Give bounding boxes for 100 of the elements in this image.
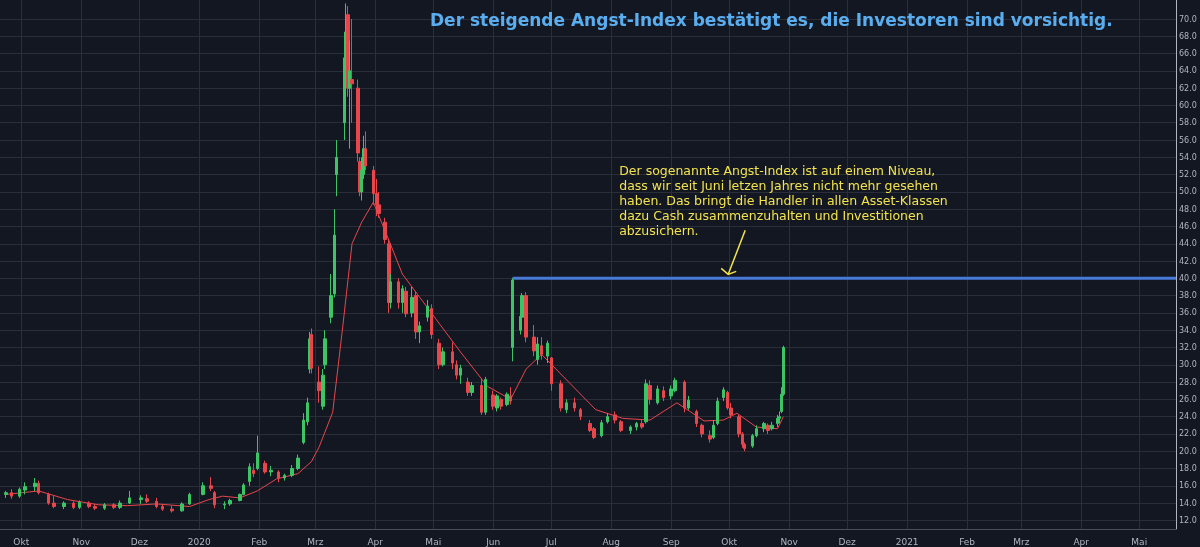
candlestick [296,454,300,471]
x-tick-label: Okt [721,536,738,547]
candlestick [78,499,81,510]
candlestick [662,385,665,402]
candlestick [629,424,632,435]
y-tick-label: 14.0 [1179,498,1197,508]
candlestick [573,397,576,412]
candlestick [223,500,226,510]
y-tick-label: 64.0 [1179,66,1197,76]
x-tick-label: Sep [662,536,680,547]
candlestick [540,336,543,361]
candlestick [700,423,704,438]
candlestick [335,139,338,197]
candlestick [283,473,286,482]
y-tick-label: 24.0 [1179,412,1197,422]
x-tick-label: Apr [1073,536,1090,547]
candlestick [484,376,487,416]
x-tick-label: Mai [1131,536,1148,547]
candlestick [708,429,712,444]
candlestick [644,378,648,425]
candlestick [656,385,659,406]
candlestick [640,419,644,430]
candlestick [766,423,770,435]
x-tick-label: Nov [72,536,91,547]
y-tick-label: 30.0 [1179,360,1197,370]
candlestick [290,464,294,478]
candlestick [495,393,499,412]
x-tick-label: Mrz [1013,536,1030,547]
candlestick [559,379,563,412]
candlestick [128,490,131,505]
candlestick [635,421,638,431]
candlestick [459,364,462,385]
candlestick [33,477,37,492]
candlestick [401,284,404,314]
candlestick [228,498,232,507]
x-tick-label: Mai [425,536,442,547]
x-tick-label: Jun [485,536,501,547]
y-tick-label: 46.0 [1179,221,1197,231]
candlestick [499,397,503,411]
candlestick [180,501,184,513]
candlestick [23,481,27,495]
candlestick [269,465,273,477]
y-tick-label: 20.0 [1179,446,1197,456]
candlestick [256,435,259,471]
x-tick-label: Jul [544,536,557,547]
candlestick [491,390,495,411]
y-tick-label: 26.0 [1179,394,1197,404]
y-tick-label: 12.0 [1179,515,1197,525]
y-tick-label: 50.0 [1179,187,1197,197]
candlestick [762,421,766,433]
candlestick [209,476,213,492]
candlestick [139,494,143,505]
x-tick-label: Nov [780,536,799,547]
candlestick [201,481,205,496]
candlestick [536,336,539,366]
candlestick [712,419,715,440]
y-tick-label: 58.0 [1179,118,1197,128]
candlestick [613,410,617,425]
y-tick-label: 22.0 [1179,429,1197,439]
y-tick-label: 40.0 [1179,273,1197,283]
candlestick [414,290,418,340]
x-tick-label: Apr [367,536,384,547]
candlestick [509,386,512,406]
candlestick [430,303,433,340]
candlestick [426,299,429,323]
candlestick [118,499,122,510]
candlestick [455,359,458,380]
x-tick-label: Dez [838,536,857,547]
candlestick [277,469,280,483]
candlestick [687,395,690,411]
y-tick-label: 70.0 [1179,14,1197,24]
x-tick-label: Feb [251,536,268,547]
candlestick [145,493,149,504]
candlestick [18,487,21,499]
y-tick-label: 62.0 [1179,83,1197,93]
candlestick [62,500,66,510]
y-tick-label: 34.0 [1179,325,1197,335]
candlestick [606,412,609,425]
y-tick-label: 66.0 [1179,49,1197,59]
candlestick [770,421,774,431]
y-tick-label: 68.0 [1179,31,1197,41]
candlestick [470,381,474,397]
y-tick-label: 16.0 [1179,481,1197,491]
candlestick [37,480,40,495]
candlestick [451,341,454,370]
candlestick [317,366,321,404]
candlestick [505,391,509,407]
y-tick-label: 38.0 [1179,291,1197,301]
y-tick-label: 60.0 [1179,100,1197,110]
candlestick [466,377,470,397]
candlestick [524,291,528,343]
x-tick-label: Dez [130,536,149,547]
candlestick [550,356,553,392]
candlestick [532,324,536,357]
y-tick-label: 44.0 [1179,239,1197,249]
candlestick [695,409,698,428]
y-tick-label: 54.0 [1179,152,1197,162]
candlestick [10,488,13,500]
candlestick [263,460,267,475]
y-tick-label: 52.0 [1179,170,1197,180]
